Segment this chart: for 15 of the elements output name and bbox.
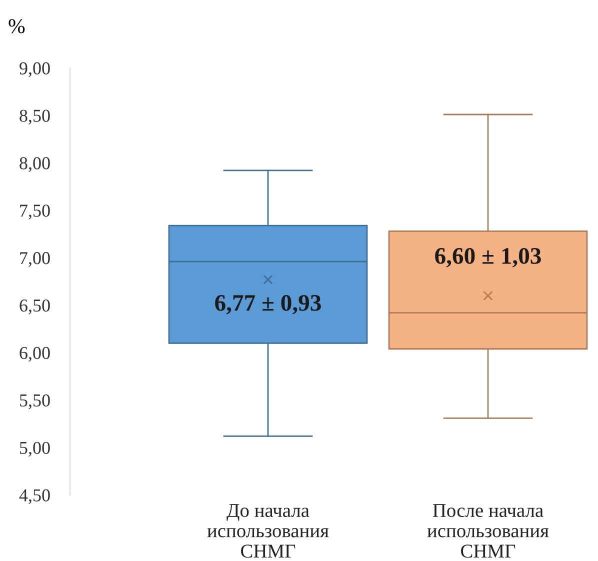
- y-tick-label: 8,50: [20, 110, 50, 124]
- y-tick-label: 7,00: [20, 252, 50, 267]
- y-tick-label: 5,50: [20, 394, 50, 410]
- annotation: 6,77 ± 0,93: [215, 294, 321, 314]
- y-tick-label: 8,00: [20, 157, 50, 172]
- x-tick-label: До начала использования СНМГ: [207, 504, 329, 558]
- y-tick-label: 6,00: [20, 346, 50, 362]
- annotation: 6,60 ± 1,03: [435, 248, 541, 268]
- y-tick-label: 6,50: [20, 299, 50, 314]
- y-axis-title: %: [8, 19, 25, 34]
- y-tick-label: 5,00: [20, 442, 50, 457]
- y-tick-label: 7,50: [20, 204, 50, 220]
- x-tick-label: После начала использования СНМГ: [427, 504, 549, 558]
- y-tick-label: 4,50: [19, 489, 50, 504]
- y-tick-label: 9,00: [20, 62, 50, 78]
